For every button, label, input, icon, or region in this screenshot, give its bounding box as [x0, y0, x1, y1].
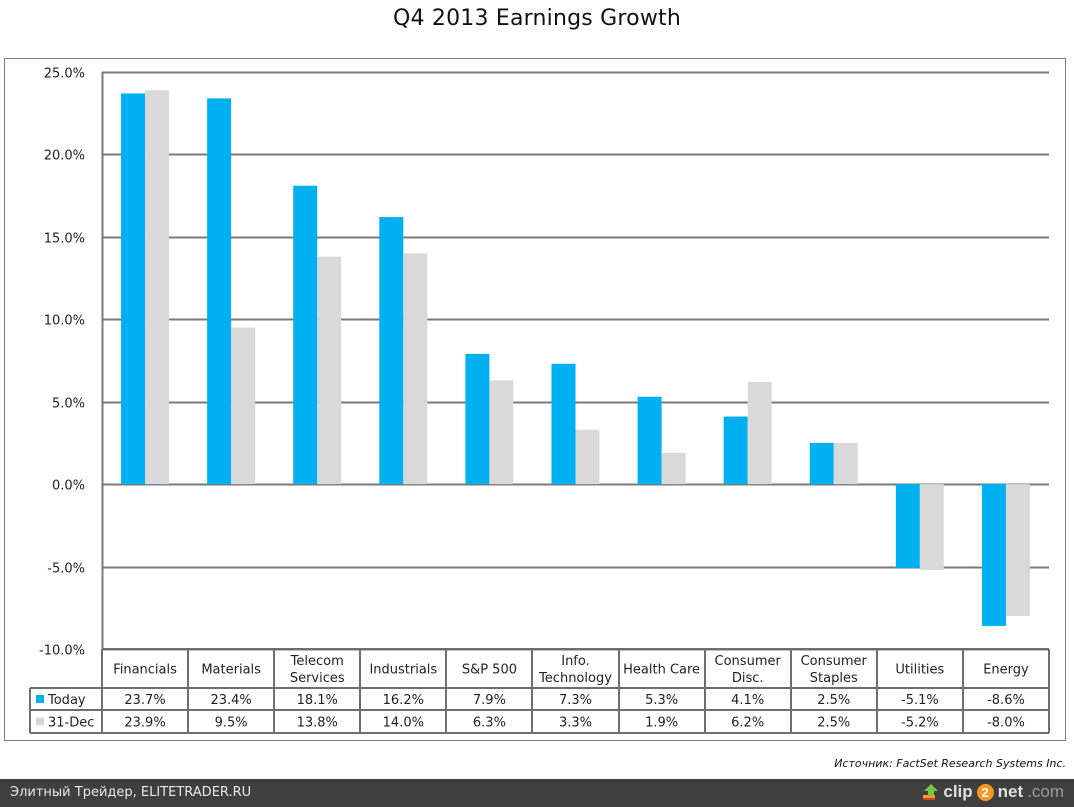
data-label: 4.1%: [731, 693, 764, 708]
data-label: 6.2%: [731, 716, 764, 731]
category-label: Technology: [538, 671, 612, 686]
y-axis: 25.0% 20.0% 15.0% 10.0% 5.0% 0.0% -5.0% -10.0%: [39, 67, 104, 659]
upload-arrow-icon: [923, 784, 939, 800]
data-label: 23.7%: [124, 693, 165, 708]
y-tick-label: 5.0%: [52, 397, 85, 412]
bar-31-dec-7: [747, 381, 772, 485]
brand-net: net: [997, 782, 1024, 801]
footer-bar: Элитный Трейдер, ELITETRADER.RU clip 2 net…: [0, 779, 1074, 807]
bar-today-1: [207, 98, 232, 485]
category-label: S&P 500: [462, 663, 517, 678]
data-label: 2.5%: [817, 716, 850, 731]
site-credit: Элитный Трейдер, ELITETRADER.RU: [10, 785, 252, 800]
data-label: 7.9%: [473, 693, 506, 708]
brand-prefix: clip: [943, 782, 973, 801]
category-label: Materials: [201, 663, 261, 678]
category-label: Consumer: [801, 654, 868, 669]
data-table: Financials Materials Telecom Services Indust…: [29, 648, 1050, 734]
bar-31-dec-9: [919, 484, 944, 570]
clip2net-brand[interactable]: clip 2 net .com: [921, 782, 1064, 802]
data-label: 2.5%: [817, 693, 850, 708]
category-label: Staples: [810, 671, 858, 686]
bar-today-3: [379, 217, 404, 485]
y-tick-label: -10.0%: [39, 644, 85, 659]
bar-31-dec-5: [575, 429, 600, 485]
source-note: Источник: FactSet Research Systems Inc.: [834, 757, 1066, 770]
data-label: -8.6%: [987, 693, 1025, 708]
category-label: Telecom: [290, 654, 344, 669]
category-label: Consumer: [715, 654, 782, 669]
category-label: Info.: [561, 654, 590, 669]
data-label: 5.3%: [645, 693, 678, 708]
bar-31-dec-8: [833, 442, 858, 485]
data-label: 18.1%: [297, 693, 338, 708]
legend-label: Today: [47, 693, 86, 708]
bar-31-dec-4: [489, 380, 514, 485]
legend-label: 31-Dec: [48, 716, 94, 731]
bars: [121, 90, 1030, 626]
brand-suffix: .com: [1027, 782, 1064, 801]
bar-today-8: [809, 442, 834, 485]
bar-today-4: [465, 353, 490, 485]
category-label: Services: [290, 671, 345, 686]
data-label: -5.1%: [901, 693, 939, 708]
data-label: 14.0%: [383, 716, 424, 731]
data-label: 9.5%: [215, 716, 248, 731]
chart-svg: 25.0%20.0%15.0%10.0%5.0%0.0%-5.0%-10.0% …: [29, 67, 1050, 734]
bar-31-dec-3: [403, 253, 428, 485]
brand-two: 2: [976, 783, 994, 801]
category-label: Industrials: [369, 663, 437, 678]
bar-31-dec-6: [661, 452, 686, 485]
bar-today-6: [637, 396, 662, 485]
category-label: Financials: [113, 663, 177, 678]
category-label: Health Care: [623, 663, 700, 678]
y-tick-label: 25.0%: [44, 67, 85, 82]
bar-today-5: [551, 363, 576, 485]
data-label: 6.3%: [473, 716, 506, 731]
legend-swatch: [36, 717, 44, 726]
bar-today-10: [981, 484, 1006, 626]
category-label: Energy: [983, 663, 1029, 678]
y-tick-label: 20.0%: [44, 149, 85, 164]
legend-swatch: [36, 695, 44, 703]
bar-31-dec-2: [317, 256, 342, 485]
category-label: Disc.: [732, 671, 764, 686]
data-label: -5.2%: [901, 716, 939, 731]
data-label: 13.8%: [297, 716, 338, 731]
y-tick-label: 10.0%: [44, 314, 85, 329]
y-tick-label: 15.0%: [44, 232, 85, 247]
bar-today-9: [895, 484, 920, 569]
chart-frame: [4, 58, 1066, 741]
category-label: Utilities: [895, 663, 944, 678]
bar-31-dec-10: [1005, 484, 1030, 617]
data-label: 3.3%: [559, 716, 592, 731]
bar-today-7: [723, 416, 748, 485]
data-label: 7.3%: [559, 693, 592, 708]
data-label: -8.0%: [987, 716, 1025, 731]
bar-today-2: [293, 185, 318, 485]
y-tick-label: -5.0%: [47, 562, 85, 577]
data-label: 16.2%: [383, 693, 424, 708]
chart-title: Q4 2013 Earnings Growth: [393, 6, 681, 31]
data-label: 1.9%: [645, 716, 678, 731]
bar-31-dec-0: [145, 90, 170, 485]
bar-today-0: [121, 93, 146, 485]
y-tick-label: 0.0%: [52, 479, 85, 494]
data-label: 23.9%: [124, 716, 165, 731]
data-label: 23.4%: [210, 693, 251, 708]
bar-31-dec-1: [231, 327, 256, 485]
